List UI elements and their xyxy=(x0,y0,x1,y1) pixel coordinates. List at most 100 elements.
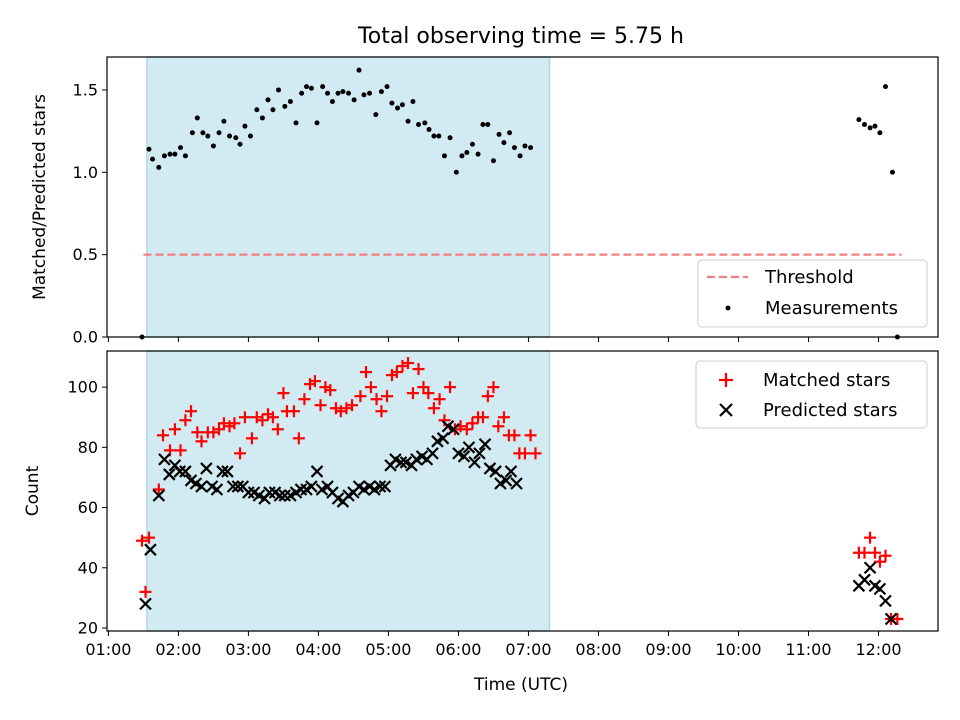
predicted-star-point xyxy=(173,465,187,478)
predicted-star-point xyxy=(163,468,176,481)
matched-star-point xyxy=(417,381,430,394)
measurement-point xyxy=(205,133,211,139)
measurement-point xyxy=(182,153,188,159)
predicted-star-point xyxy=(158,453,171,466)
predicted-star-point xyxy=(858,573,871,587)
bottom-panel-frame xyxy=(106,350,939,632)
predicted-star-point xyxy=(231,480,245,493)
measurement-point xyxy=(507,130,513,136)
measurement-point xyxy=(872,123,878,129)
predicted-star-point xyxy=(462,441,476,454)
bottom-x-tick-label: 10:00 xyxy=(715,640,761,659)
matched-star-point xyxy=(195,435,208,448)
measurement-point xyxy=(248,133,254,139)
predicted-star-point xyxy=(226,480,240,493)
matched-star-point xyxy=(864,531,877,544)
bottom-y-tick-label: 60 xyxy=(78,498,98,517)
matched-star-point xyxy=(354,390,367,403)
measurement-point xyxy=(282,103,288,109)
matched-star-point xyxy=(497,411,510,424)
measurement-point xyxy=(293,120,299,126)
measurement-point xyxy=(320,84,326,90)
predicted-star-point xyxy=(436,432,450,445)
matched-star-point xyxy=(444,381,457,394)
matched-star-point xyxy=(287,405,300,418)
matched-star-point xyxy=(381,390,394,403)
matched-star-point xyxy=(298,393,311,406)
matched-star-point xyxy=(476,411,489,424)
matched-star-point xyxy=(238,411,251,424)
bottom-x-tick-label: 05:00 xyxy=(365,640,411,659)
top-legend-box xyxy=(697,259,928,328)
measurement-point xyxy=(325,90,331,96)
bottom-legend: Matched stars Predicted stars xyxy=(695,360,928,429)
predicted-star-point xyxy=(426,447,439,460)
matched-star-point xyxy=(266,411,279,424)
predicted-star-point xyxy=(152,489,166,502)
predicted-star-point xyxy=(305,480,318,493)
matched-star-point xyxy=(492,420,505,433)
legend-threshold-label: Threshold xyxy=(764,267,854,288)
measurement-point xyxy=(178,145,184,151)
predicted-star-point xyxy=(195,480,208,493)
predicted-star-point xyxy=(221,465,234,478)
measurement-point xyxy=(254,107,260,113)
measurement-point xyxy=(221,118,227,124)
matched-star-point xyxy=(213,423,226,436)
measurement-point xyxy=(426,126,432,132)
legend-matched-swatch xyxy=(719,373,733,387)
measurement-point xyxy=(405,118,411,124)
top-y-axis-label: Matched/Predicted stars xyxy=(30,94,50,300)
top-y-tick-label: 1.0 xyxy=(73,163,98,182)
measurement-point xyxy=(227,133,233,139)
measurement-point xyxy=(314,120,320,126)
top-y-tick-label: 1.5 xyxy=(73,80,98,99)
measurement-point xyxy=(329,98,335,104)
matched-star-point xyxy=(324,384,337,397)
matched-star-point xyxy=(346,399,359,412)
matched-star-point xyxy=(360,366,373,379)
matched-star-point xyxy=(412,363,425,376)
measurement-point xyxy=(216,130,222,136)
matched-star-point xyxy=(234,447,247,460)
measurement-point xyxy=(522,143,528,149)
measurement-point xyxy=(156,164,162,170)
matched-star-point xyxy=(136,534,149,547)
matched-star-point xyxy=(873,555,886,568)
measurement-point xyxy=(389,100,395,106)
predicted-star-point xyxy=(200,462,213,475)
measurement-point xyxy=(475,151,481,157)
measurement-point xyxy=(861,122,867,128)
predicted-star-point xyxy=(263,486,276,499)
measurement-point xyxy=(146,146,152,152)
matched-star-point xyxy=(168,423,181,436)
matched-star-point xyxy=(481,390,494,403)
measurement-point xyxy=(367,90,373,96)
legend-predicted-label: Predicted stars xyxy=(763,400,897,421)
measurement-point xyxy=(459,153,465,159)
matched-star-point xyxy=(139,585,152,598)
chart-title: Total observing time = 5.75 h xyxy=(357,24,684,49)
matched-star-point xyxy=(292,432,305,445)
predicted-star-point xyxy=(394,456,408,469)
matched-star-point xyxy=(191,426,204,439)
measurement-point xyxy=(485,122,491,128)
predicted-star-point xyxy=(278,489,292,502)
measurement-point xyxy=(469,141,475,147)
measurement-point xyxy=(340,89,346,95)
top-observing-window xyxy=(146,56,551,338)
predicted-star-point xyxy=(294,483,308,496)
matched-star-point xyxy=(271,423,284,436)
predicted-star-point xyxy=(504,465,518,478)
measurement-point xyxy=(496,131,502,137)
measurement-point xyxy=(150,156,156,162)
predicted-star-point xyxy=(884,612,898,626)
matched-star-point xyxy=(245,432,258,445)
measurement-point xyxy=(511,145,517,151)
matched-star-point xyxy=(314,399,327,412)
bottom-y-axis-label: Count xyxy=(23,465,43,516)
measurement-point xyxy=(346,90,352,96)
matched-star-point xyxy=(277,387,290,400)
matched-star-point xyxy=(308,375,321,388)
